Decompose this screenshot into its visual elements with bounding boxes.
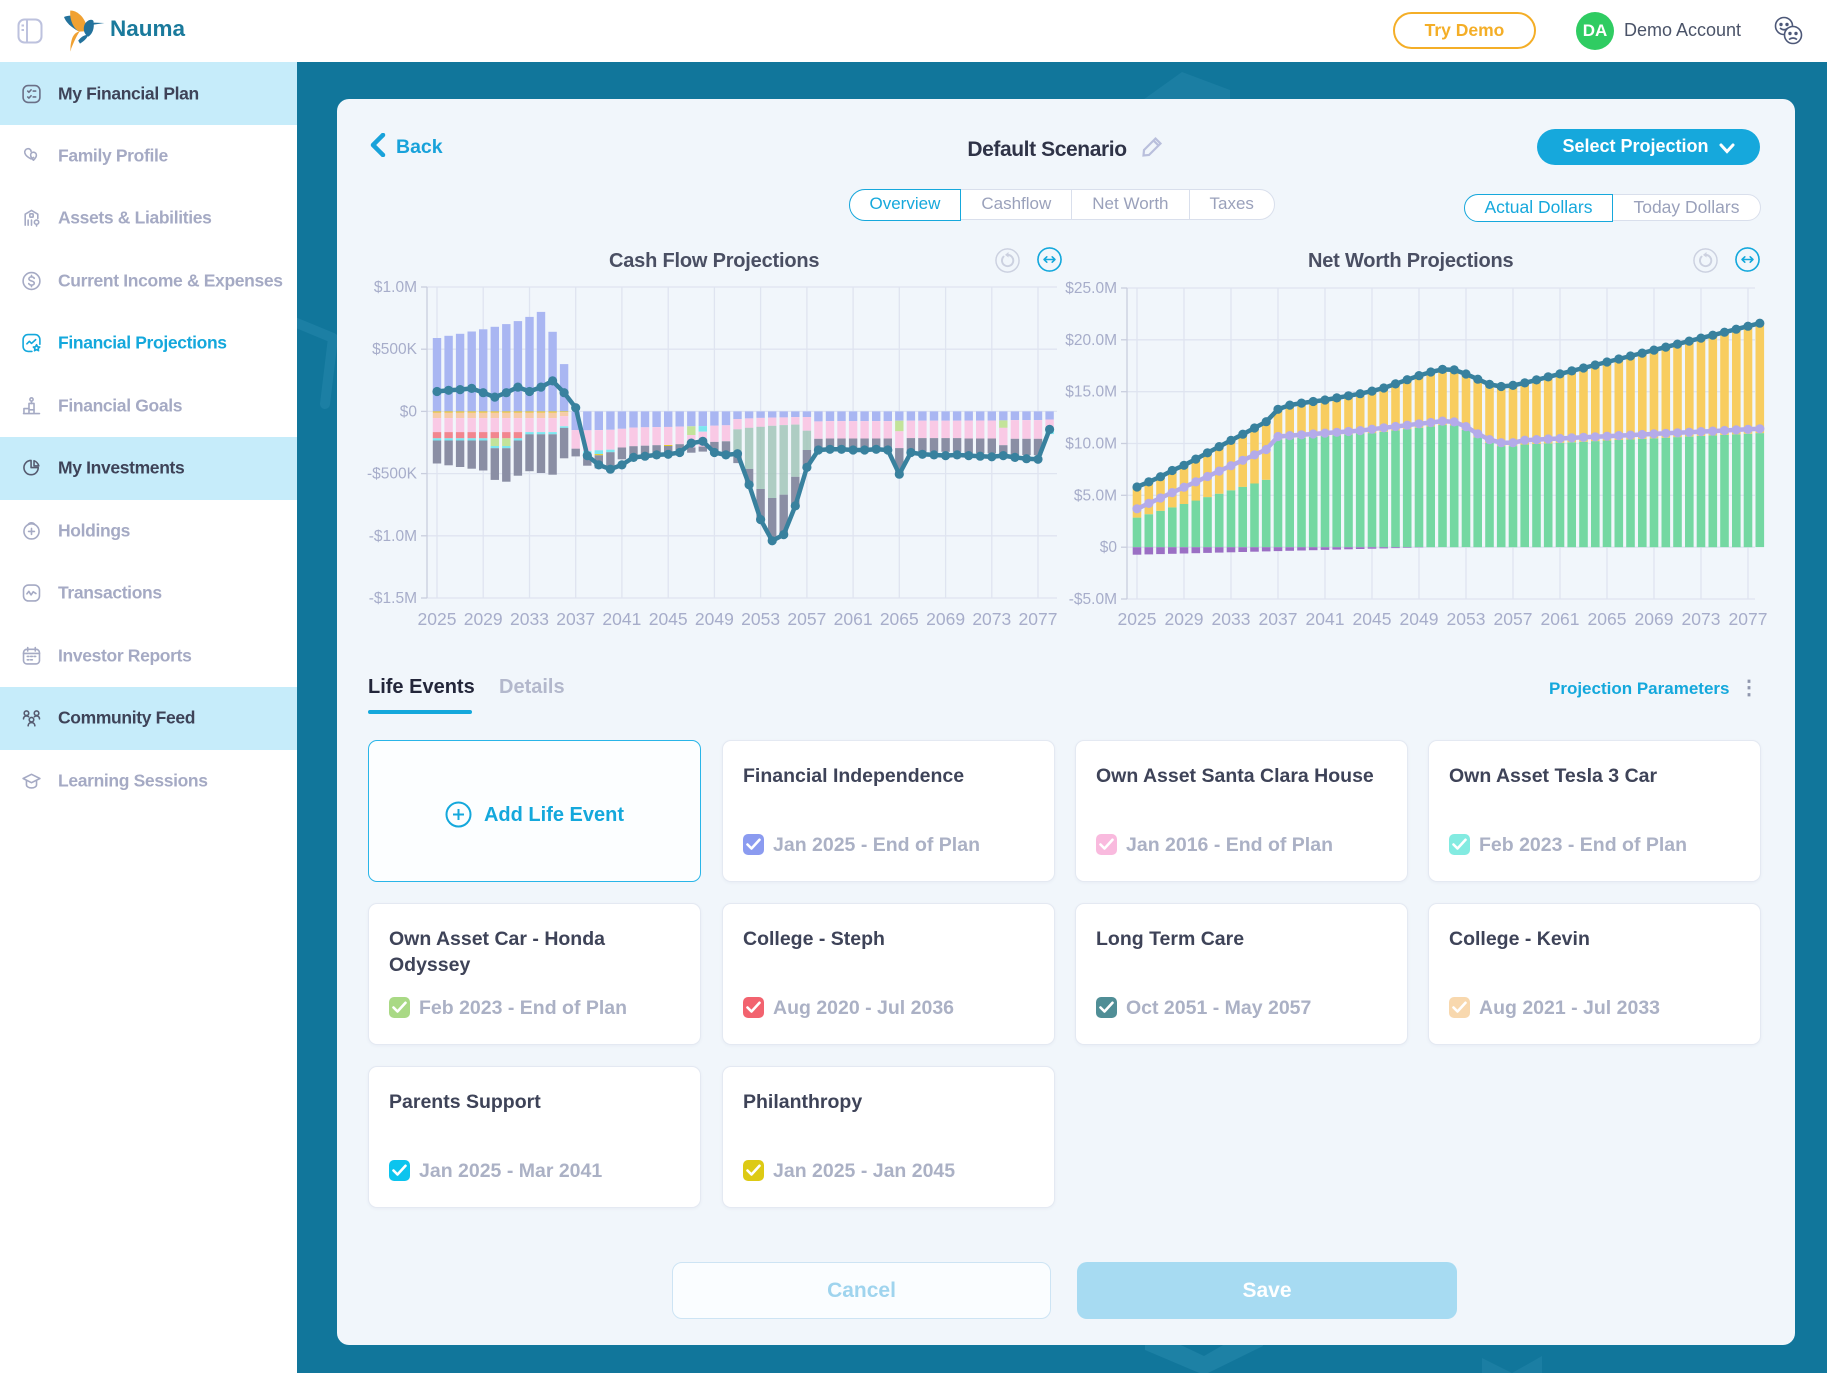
svg-text:2065: 2065 [1588,609,1627,629]
svg-text:2073: 2073 [1682,609,1721,629]
svg-text:2073: 2073 [972,609,1011,629]
svg-text:$0: $0 [400,403,418,420]
svg-text:$0: $0 [1100,539,1118,556]
svg-text:2061: 2061 [1541,609,1580,629]
svg-text:2037: 2037 [1259,609,1298,629]
svg-text:$1.0M: $1.0M [374,279,417,296]
svg-text:$15.0M: $15.0M [1065,384,1117,401]
svg-text:2033: 2033 [1212,609,1251,629]
svg-text:-$1.0M: -$1.0M [369,528,417,545]
svg-text:2061: 2061 [834,609,873,629]
svg-text:2025: 2025 [1118,609,1157,629]
svg-text:2045: 2045 [1353,609,1392,629]
svg-text:-$5.0M: -$5.0M [1069,591,1117,608]
svg-text:-$1.5M: -$1.5M [369,590,417,607]
svg-text:2029: 2029 [464,609,503,629]
svg-text:2057: 2057 [1494,609,1533,629]
svg-text:2077: 2077 [1019,609,1058,629]
svg-text:2065: 2065 [880,609,919,629]
svg-text:2053: 2053 [741,609,780,629]
svg-text:2053: 2053 [1447,609,1486,629]
svg-text:2033: 2033 [510,609,549,629]
svg-text:2045: 2045 [649,609,688,629]
svg-text:-$500K: -$500K [367,466,418,483]
svg-text:$500K: $500K [372,341,417,358]
svg-text:2069: 2069 [926,609,965,629]
svg-text:2037: 2037 [556,609,595,629]
svg-text:2049: 2049 [1400,609,1439,629]
svg-text:2041: 2041 [602,609,641,629]
svg-text:$25.0M: $25.0M [1065,280,1117,297]
svg-text:2029: 2029 [1165,609,1204,629]
svg-text:2077: 2077 [1729,609,1768,629]
svg-text:2049: 2049 [695,609,734,629]
svg-text:$5.0M: $5.0M [1074,487,1117,504]
svg-text:2069: 2069 [1635,609,1674,629]
svg-text:2041: 2041 [1306,609,1345,629]
svg-text:2057: 2057 [787,609,826,629]
svg-text:2025: 2025 [418,609,457,629]
svg-text:$20.0M: $20.0M [1065,332,1117,349]
svg-text:$10.0M: $10.0M [1065,436,1117,453]
